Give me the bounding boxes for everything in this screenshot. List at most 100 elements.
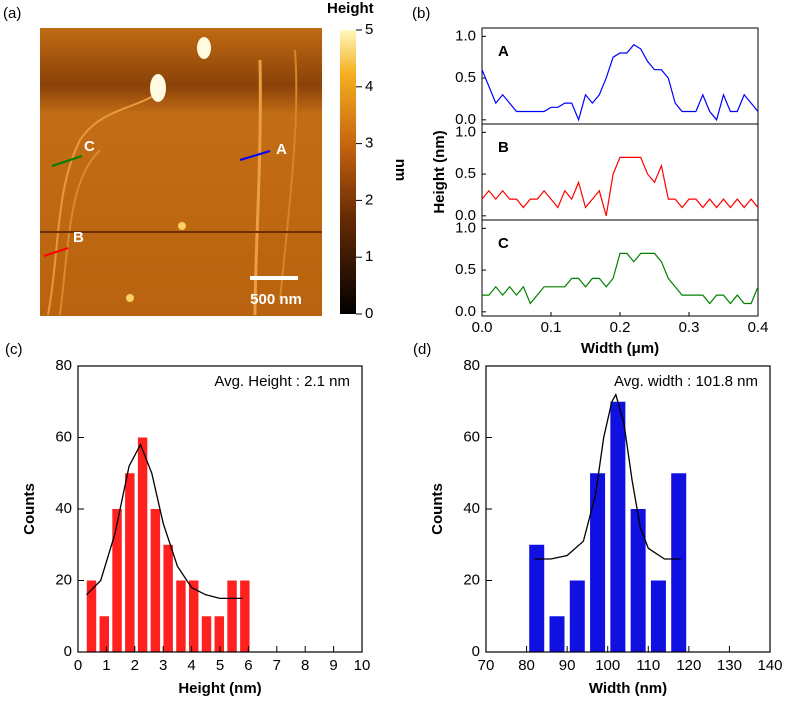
x-tick-label: 8 bbox=[301, 657, 309, 674]
bar bbox=[529, 544, 545, 652]
bar bbox=[650, 580, 666, 652]
profile-line bbox=[481, 156, 759, 216]
x-tick-label: 100 bbox=[595, 657, 620, 674]
panel-label: (b) bbox=[412, 5, 430, 22]
x-tick-label: 0 bbox=[74, 657, 82, 674]
scale-bar-label: 500 nm bbox=[250, 291, 302, 308]
y-tick-label: 60 bbox=[55, 428, 72, 445]
colorbar-tick-label: 0 bbox=[365, 305, 373, 322]
x-axis-label: Height (nm) bbox=[178, 680, 261, 697]
series-label: A bbox=[498, 43, 509, 60]
bar bbox=[227, 580, 237, 652]
x-tick-label: 140 bbox=[757, 657, 782, 674]
annotation: Avg. Height : 2.1 nm bbox=[214, 373, 350, 390]
y-tick-label: 1.0 bbox=[455, 123, 476, 140]
profile-label: C bbox=[84, 138, 95, 155]
bar bbox=[549, 616, 565, 652]
series-label: B bbox=[498, 139, 509, 156]
bar bbox=[163, 544, 173, 652]
y-tick-label: 0.5 bbox=[455, 165, 476, 182]
bar bbox=[671, 473, 687, 652]
bar bbox=[137, 437, 148, 652]
colorbar-tick-label: 2 bbox=[365, 191, 373, 208]
colorbar-tick-label: 3 bbox=[365, 135, 373, 152]
bar bbox=[590, 473, 606, 652]
x-tick-label: 5 bbox=[216, 657, 224, 674]
bar bbox=[86, 580, 97, 652]
annotation: Avg. width : 101.8 nm bbox=[614, 373, 758, 390]
y-tick-label: 80 bbox=[55, 357, 72, 374]
x-tick-label: 10 bbox=[354, 657, 371, 674]
x-tick-label: 0.0 bbox=[472, 319, 493, 336]
y-tick-label: 20 bbox=[55, 571, 72, 588]
x-tick-label: 0.2 bbox=[610, 319, 631, 336]
x-tick-label: 0.4 bbox=[748, 319, 769, 336]
y-tick-label: 0.0 bbox=[455, 111, 476, 128]
subplot-frame bbox=[481, 123, 759, 221]
series-label: C bbox=[498, 235, 509, 252]
bar bbox=[240, 580, 250, 652]
y-axis-label: Counts bbox=[21, 483, 38, 535]
y-tick-label: 60 bbox=[463, 428, 480, 445]
panel-label: (d) bbox=[413, 341, 431, 358]
panel-label: (a) bbox=[3, 5, 21, 22]
x-tick-label: 120 bbox=[676, 657, 701, 674]
profile-label: B bbox=[73, 229, 84, 246]
bar bbox=[150, 509, 161, 652]
profile-label: A bbox=[276, 141, 287, 158]
y-tick-label: 40 bbox=[463, 500, 480, 517]
x-tick-label: 80 bbox=[518, 657, 535, 674]
plot-frame bbox=[485, 365, 771, 653]
bar bbox=[99, 616, 109, 652]
x-tick-label: 3 bbox=[159, 657, 167, 674]
y-axis-label: Counts bbox=[429, 483, 446, 535]
bar bbox=[112, 509, 122, 652]
panel-label: (c) bbox=[5, 341, 23, 358]
colorbar-unit: nm bbox=[392, 159, 409, 182]
fit-curve bbox=[534, 392, 681, 560]
x-tick-label: 2 bbox=[131, 657, 139, 674]
colorbar-title: Height bbox=[327, 0, 374, 17]
bar bbox=[214, 616, 225, 652]
y-tick-label: 1.0 bbox=[455, 219, 476, 236]
x-tick-label: 9 bbox=[329, 657, 337, 674]
bar bbox=[630, 509, 646, 652]
y-tick-label: 0 bbox=[64, 643, 72, 660]
y-tick-label: 1.0 bbox=[455, 27, 476, 44]
y-tick-label: 0.0 bbox=[455, 303, 476, 320]
x-tick-label: 4 bbox=[187, 657, 195, 674]
x-tick-label: 130 bbox=[717, 657, 742, 674]
x-tick-label: 90 bbox=[559, 657, 576, 674]
bar bbox=[189, 580, 199, 652]
bar bbox=[610, 401, 626, 652]
fit-curve bbox=[86, 443, 243, 600]
x-axis-label: Width (nm) bbox=[589, 680, 667, 697]
x-tick-label: 110 bbox=[636, 657, 660, 674]
profile-line bbox=[481, 43, 759, 122]
y-tick-label: 0.0 bbox=[455, 207, 476, 224]
x-tick-label: 7 bbox=[273, 657, 281, 674]
x-tick-label: 0.3 bbox=[679, 319, 700, 336]
colorbar bbox=[340, 30, 356, 314]
y-axis-label: Height (nm) bbox=[431, 130, 448, 213]
bar bbox=[125, 473, 135, 652]
afm-image bbox=[40, 28, 322, 316]
y-tick-label: 0.5 bbox=[455, 69, 476, 86]
x-axis-label: Width (μm) bbox=[581, 340, 659, 357]
y-tick-label: 20 bbox=[463, 571, 480, 588]
bar bbox=[201, 616, 212, 652]
bar bbox=[176, 580, 186, 652]
x-tick-label: 1 bbox=[102, 657, 110, 674]
profile-line bbox=[482, 252, 759, 305]
colorbar-tick-label: 1 bbox=[365, 248, 373, 265]
x-tick-label: 70 bbox=[478, 657, 495, 674]
y-tick-label: 80 bbox=[463, 357, 480, 374]
colorbar-tick-label: 4 bbox=[365, 78, 373, 95]
bar bbox=[569, 580, 585, 652]
subplot-frame bbox=[481, 219, 759, 317]
x-tick-label: 6 bbox=[244, 657, 252, 674]
y-tick-label: 0.5 bbox=[455, 261, 476, 278]
y-tick-label: 0 bbox=[472, 643, 480, 660]
subplot-frame bbox=[481, 27, 759, 125]
